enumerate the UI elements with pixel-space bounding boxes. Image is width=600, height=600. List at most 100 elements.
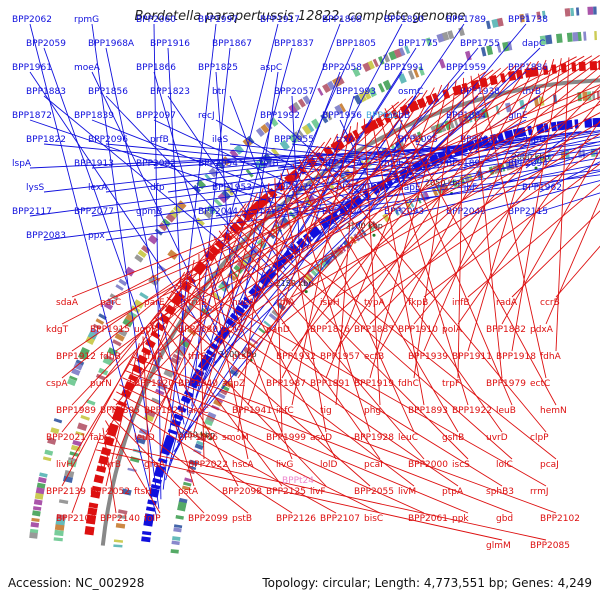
reverse-label-connector <box>286 168 371 433</box>
cog-band-segment <box>431 187 439 197</box>
forward-gene-label: BPP1953 <box>212 183 252 193</box>
cog-band-segment <box>42 456 52 462</box>
forward-gene-label: BPP2057 <box>274 87 314 97</box>
reverse-gene-label: ftsH <box>134 487 152 497</box>
reverse-label-connector <box>501 149 600 325</box>
cog-band-segment <box>92 323 102 330</box>
cog-band-segment <box>216 392 226 400</box>
cog-band-segment <box>317 87 324 96</box>
cog-band-segment <box>306 272 315 280</box>
forward-label-connector <box>215 152 600 217</box>
tick-label: 2000 kbp <box>512 152 550 161</box>
cog-band-segment <box>300 277 309 286</box>
cog-band-segment <box>125 313 136 323</box>
cog-band-segment <box>438 58 446 69</box>
cog-band-segment <box>118 278 128 287</box>
cog-band-segment <box>58 499 69 505</box>
forward-label-connector <box>209 47 479 372</box>
reverse-gene-label: phg <box>364 406 381 416</box>
forward-gene-arrow <box>543 122 549 133</box>
reverse-label-connector <box>154 316 283 487</box>
reverse-gene-label: glmM <box>486 541 511 551</box>
reverse-gene-arrow <box>461 82 470 93</box>
reverse-gene-label: smoM <box>222 433 249 443</box>
cog-band-segment <box>151 397 161 405</box>
genome-summary-label: Topology: circular; Length: 4,773,551 bp… <box>262 576 592 590</box>
reverse-gene-label: BPP1932 <box>276 352 316 362</box>
reverse-label-connector <box>61 349 137 487</box>
reverse-gene-arrow <box>229 222 242 235</box>
cog-band-segment <box>533 97 540 107</box>
cog-band-segment <box>222 379 233 388</box>
forward-gene-label: lexA <box>88 183 108 193</box>
cog-band-segment <box>467 173 474 182</box>
reverse-gene-label: polA <box>442 325 463 335</box>
cog-band-segment <box>269 117 279 127</box>
reverse-gene-label: leuC <box>398 433 418 443</box>
cog-band-segment <box>258 327 266 334</box>
cog-band-segment <box>519 99 526 110</box>
cog-band-segment <box>320 113 329 124</box>
cog-band-segment <box>519 13 525 23</box>
cog-band-segment <box>90 327 100 335</box>
forward-label-connector <box>246 71 341 315</box>
forward-gene-arrow <box>496 132 505 143</box>
reverse-gene-arrow <box>542 65 549 75</box>
reverse-label-connector <box>105 198 253 433</box>
forward-gene-label: dfp <box>150 183 165 193</box>
forward-gene-label: dapC <box>522 39 545 49</box>
reverse-label-connector <box>379 146 600 298</box>
reverse-gene-arrow <box>91 485 102 492</box>
forward-gene-label: BPP1868 <box>322 15 362 25</box>
reverse-gene-arrow <box>323 145 334 157</box>
reverse-gene-label: leuB <box>496 406 516 416</box>
forward-label-connector <box>252 71 403 307</box>
reverse-label-connector <box>128 363 513 514</box>
accession-label: Accession: NC_002928 <box>8 576 145 590</box>
reverse-gene-label: ugpB <box>134 325 157 335</box>
reverse-gene-arrow <box>87 507 98 516</box>
reverse-label-connector <box>240 208 557 460</box>
reverse-gene-label: BPP1876 <box>310 325 350 335</box>
reverse-gene-label: BPP1924 <box>144 406 184 416</box>
cog-band-segment <box>32 510 41 517</box>
forward-gene-label: paaG <box>260 207 284 217</box>
reverse-gene-arrow <box>100 447 112 457</box>
cog-band-segment <box>507 41 513 51</box>
forward-gene-label: BPP1820 <box>384 15 424 25</box>
tick-label: 2250 kbp <box>178 430 216 439</box>
reverse-label-connector <box>115 141 325 406</box>
reverse-gene-label: BPP1882 <box>486 325 526 335</box>
cog-band-segment <box>536 11 541 20</box>
reverse-gene-label: fdhC <box>398 379 419 389</box>
forward-gene-arrow <box>205 349 216 358</box>
reverse-gene-arrow <box>103 436 115 447</box>
forward-gene-label: BPP1955 <box>274 135 314 145</box>
cog-band-segment <box>311 118 321 130</box>
reverse-gene-label: BPP1919 <box>354 379 394 389</box>
forward-gene-label: BPP1823 <box>150 87 190 97</box>
forward-label-connector <box>229 95 294 263</box>
forward-gene-label: BPP1954 <box>322 159 362 169</box>
forward-gene-arrow <box>144 513 155 520</box>
cog-band-segment <box>371 220 379 230</box>
cog-band-segment <box>47 437 57 445</box>
cog-band-segment <box>114 333 125 342</box>
reverse-gene-label: BPP2107 <box>320 514 360 524</box>
reverse-gene-label: ptpA <box>442 487 464 497</box>
reverse-label-connector <box>237 89 428 379</box>
tick-mark <box>372 233 376 237</box>
cog-band-segment <box>353 94 363 105</box>
reverse-label-connector <box>423 163 600 298</box>
forward-gene-label: BPP1872 <box>12 111 52 121</box>
reverse-gene-arrow <box>382 113 392 124</box>
cog-band-segment <box>250 338 259 345</box>
cog-band-segment <box>413 68 420 78</box>
reverse-gene-arrow <box>150 330 161 340</box>
reverse-label-connector <box>125 370 469 514</box>
reverse-label-connector <box>105 420 161 514</box>
cog-band-segment <box>382 79 392 91</box>
cog-band-segment <box>173 527 182 533</box>
cog-band-segment <box>141 244 151 254</box>
